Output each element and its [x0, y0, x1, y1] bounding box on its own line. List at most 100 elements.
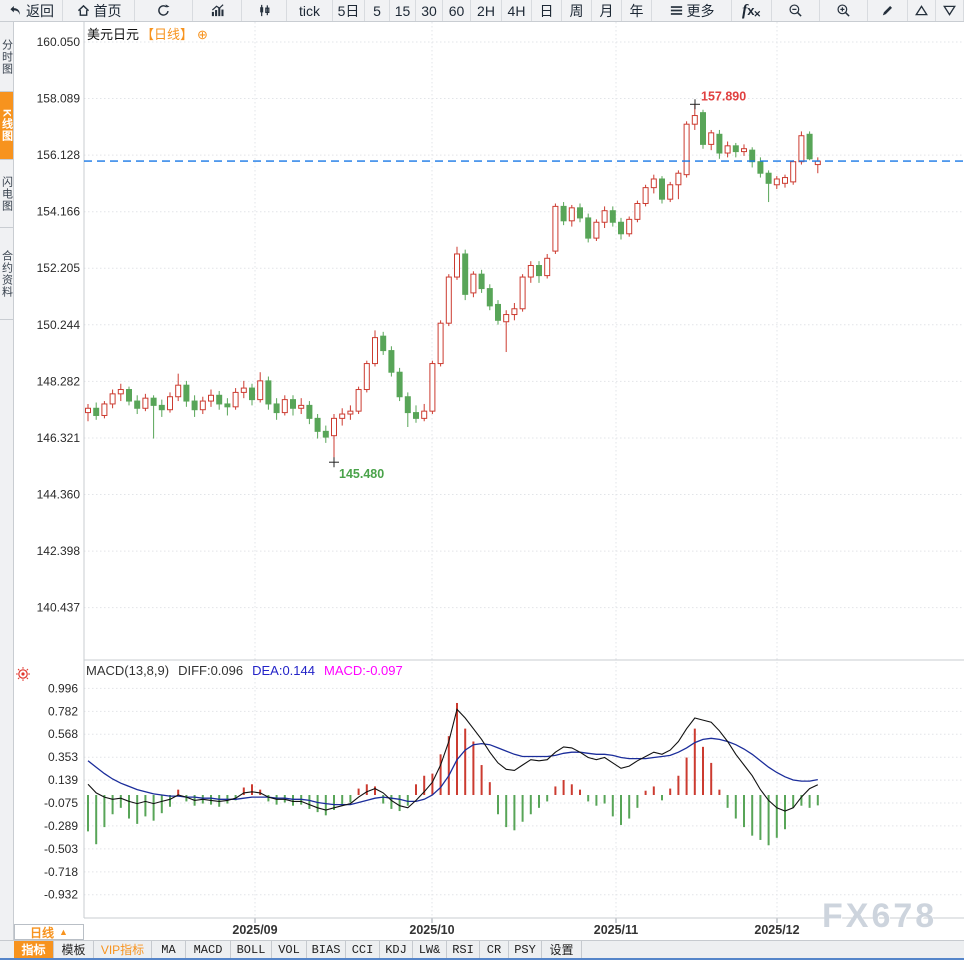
candle-body [290, 399, 296, 409]
candle-body [667, 184, 674, 200]
indicator-tab-模板[interactable]: 模板 [54, 941, 94, 958]
menu-icon [669, 3, 684, 18]
toolbar-period-day-button[interactable]: 日 [532, 0, 562, 21]
candle-body [273, 403, 280, 414]
price-axis-label: 152.205 [37, 261, 81, 275]
candle-body [109, 393, 116, 405]
macd-dea-value: DEA:0.144 [252, 663, 315, 678]
toolbar-period-2h-label: 2H [477, 2, 495, 19]
indicator-tab-BOLL[interactable]: BOLL [231, 941, 272, 958]
fx-icon: fx✕ [741, 1, 762, 19]
toolbar-refresh-button[interactable] [135, 0, 193, 21]
pencil-icon [880, 3, 895, 18]
toolbar-fx-button[interactable]: fx✕ [732, 0, 772, 21]
macd-axis-label: -0.932 [44, 888, 78, 902]
candle-body [470, 273, 477, 294]
dea-line [87, 737, 818, 806]
candle-body [708, 132, 715, 145]
macd-layer[interactable] [87, 702, 819, 846]
candles-layer[interactable] [85, 104, 821, 463]
toolbar-period-month-button[interactable]: 月 [592, 0, 622, 21]
sidebar-tab-分时图[interactable]: 分时图 [0, 22, 13, 92]
toolbar-zoom-in-button[interactable] [820, 0, 868, 21]
toolbar-chart-type-candle-button[interactable] [242, 0, 287, 21]
sidebar-tab-K线图[interactable]: K线图 [0, 92, 13, 160]
price-axis-label: 150.244 [37, 318, 81, 332]
top-toolbar: 返回 首页 tick 5日 5 15 30 60 2H 4H 日周月年 更多 fx✕ [0, 0, 964, 22]
toolbar-period-15-button[interactable]: 15 [390, 0, 416, 21]
indicator-tab-CR[interactable]: CR [480, 941, 509, 958]
indicator-tab-PSY[interactable]: PSY [509, 941, 542, 958]
candle-body [511, 308, 518, 316]
candle-body [339, 413, 346, 419]
price-chart-canvas[interactable]: 160.050 158.089 156.128 154.166 152.205 150.2… [0, 22, 964, 938]
toolbar-period-60-button[interactable]: 60 [443, 0, 471, 21]
toolbar-triangle-up-button[interactable] [908, 0, 936, 21]
toolbar-more-button[interactable]: 更多 [652, 0, 732, 21]
indicator-settings-sun-icon[interactable] [15, 666, 31, 687]
candle-body [790, 161, 797, 183]
indicator-bar: 指标 模板 VIP指标 MA MACD BOLL VOL BIAS CCI KDJ LW& RSI CR… [0, 940, 964, 958]
indicator-tab-KDJ[interactable]: KDJ [380, 941, 413, 958]
indicator-tab-MA[interactable]: MA [152, 941, 186, 958]
candle-body [683, 123, 690, 176]
indicator-tab-CCI[interactable]: CCI [346, 941, 380, 958]
candle-body [158, 404, 165, 411]
candle-body [224, 403, 231, 408]
current-period-label: 日线 [30, 925, 55, 940]
candle-body [642, 187, 649, 205]
current-period-tab[interactable]: 日线 ▲ [14, 924, 84, 940]
candle-body [478, 273, 485, 290]
indicator-tab-BIAS[interactable]: BIAS [307, 941, 346, 958]
candle-body [659, 178, 665, 200]
toolbar-chart-type-bar-button[interactable] [193, 0, 242, 21]
macd-axis-label: -0.718 [44, 865, 78, 879]
candle-body [626, 218, 633, 235]
home-icon [76, 3, 91, 18]
candle-body [691, 115, 698, 125]
indicator-tab-LW&[interactable]: LW& [413, 941, 447, 958]
toolbar-home-button[interactable]: 首页 [63, 0, 135, 21]
indicator-tab-MACD[interactable]: MACD [186, 941, 231, 958]
toolbar-period-5-button[interactable]: 5 [365, 0, 390, 21]
indicator-tab-指标[interactable]: 指标 [14, 941, 54, 958]
candle-body [167, 396, 173, 411]
candle-body [519, 276, 526, 310]
candle-body [782, 177, 788, 184]
toolbar-zoom-out-button[interactable] [772, 0, 820, 21]
toolbar-triangle-down-button[interactable] [936, 0, 964, 21]
candle-body [798, 135, 805, 163]
candle-body [560, 205, 567, 222]
candle-body [650, 178, 657, 189]
add-circle-icon[interactable]: ⊕ [197, 27, 208, 42]
candle-body [634, 203, 641, 220]
candle-body [85, 407, 91, 414]
toolbar-period-5d-button[interactable]: 5日 [333, 0, 365, 21]
indicator-tab-RSI[interactable]: RSI [447, 941, 480, 958]
indicator-tab-VIP指标[interactable]: VIP指标 [94, 941, 152, 958]
toolbar-period-2h-button[interactable]: 2H [471, 0, 502, 21]
toolbar-period-30-button[interactable]: 30 [416, 0, 443, 21]
candle-body [749, 149, 756, 163]
candle-body [93, 407, 100, 416]
sidebar-tab-合约资料[interactable]: 合约资料 [0, 228, 13, 320]
toolbar-period-4h-button[interactable]: 4H [502, 0, 532, 21]
period-label: 【日线】 [141, 27, 194, 42]
candle-body [265, 380, 272, 405]
toolbar-more-label: 更多 [686, 2, 715, 19]
toolbar-back-button[interactable]: 返回 [0, 0, 63, 21]
toolbar-period-week-button[interactable]: 周 [562, 0, 592, 21]
indicator-tab-VOL[interactable]: VOL [272, 941, 307, 958]
candle-body [536, 265, 542, 277]
annotations-layer: 157.890 145.480 [329, 89, 746, 481]
candle-body [175, 384, 182, 398]
toolbar-period-tick-button[interactable]: tick [287, 0, 333, 21]
indicator-tab-设置[interactable]: 设置 [542, 941, 582, 958]
candle-body [773, 178, 780, 186]
sidebar-tab-闪电图[interactable]: 闪电图 [0, 160, 13, 228]
candle-body [527, 265, 534, 278]
refresh-icon [156, 3, 171, 18]
toolbar-period-year-button[interactable]: 年 [622, 0, 652, 21]
toolbar-draw-button[interactable] [868, 0, 908, 21]
